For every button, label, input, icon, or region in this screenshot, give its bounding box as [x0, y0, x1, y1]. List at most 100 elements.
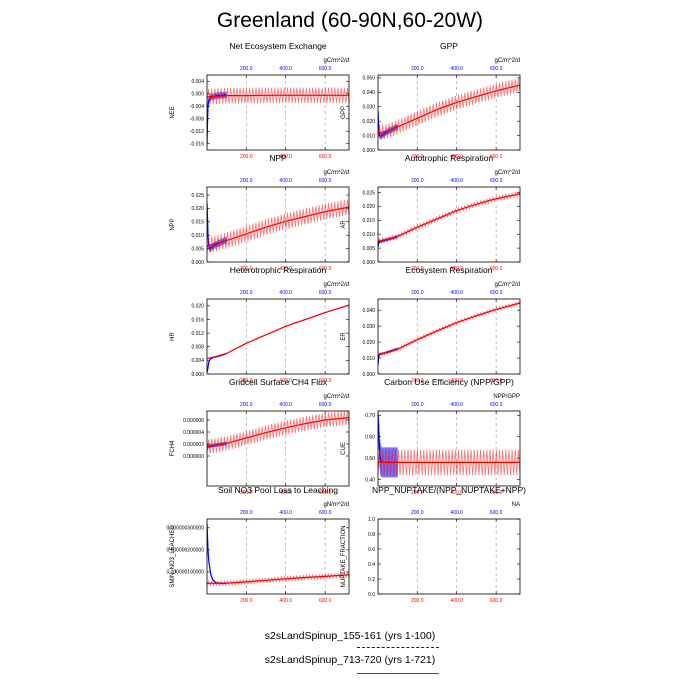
data-area	[378, 300, 520, 366]
y-tick-label: 0.004	[191, 358, 204, 364]
y-axis-label: NPP	[170, 218, 176, 230]
x-tick-label-top: 400.0	[279, 510, 292, 516]
x-tick-label-top: 400.0	[450, 510, 463, 516]
x-tick-label-bottom: 200.0	[240, 154, 253, 160]
chart-title: GPP	[440, 41, 458, 51]
plot-frame	[206, 186, 350, 263]
x-tick-label-bottom: 400.0	[450, 266, 463, 272]
legend-line-run1	[357, 647, 439, 648]
y-axis-label: AR	[341, 220, 347, 229]
legend-label-run2: s2sLandSpinup_713-720 (yrs 1-721)	[264, 654, 436, 666]
series-envelope	[378, 347, 398, 366]
y-tick-label: 0.015	[362, 218, 375, 224]
y-tick-label: 0.000000100000	[166, 570, 204, 576]
series-envelope	[378, 449, 520, 476]
series-envelope	[207, 87, 349, 105]
x-tick-label-top: 200.0	[411, 178, 424, 184]
y-tick-label: 0.0	[368, 592, 375, 598]
units-label: gC/m^2/d	[495, 170, 521, 176]
legend-line-run2	[357, 673, 439, 674]
y-tick-label: 0.000	[191, 260, 204, 266]
x-tick-label-bottom: 200.0	[411, 154, 424, 160]
chart-title: Ecosystem Respiration	[406, 265, 493, 275]
chart-title: Soil NO3 Pool Loss to Leaching	[218, 485, 338, 495]
x-tick-label-bottom: 600.0	[490, 598, 503, 604]
x-tick-label-bottom: 200.0	[411, 266, 424, 272]
series-envelope	[378, 300, 520, 357]
y-tick-label: 0.000004	[183, 430, 204, 436]
chart-title: NPP	[269, 153, 287, 163]
y-axis-label: GPP	[341, 106, 347, 119]
y-tick-label: 0.000000300000	[166, 526, 204, 532]
y-tick-label: 0.000002	[183, 442, 204, 448]
y-tick-label: 0.040	[362, 308, 375, 314]
x-tick-label-top: 200.0	[411, 510, 424, 516]
plot-grid: Net Ecosystem Exchange gC/m^2/d NEE 200.0 20…	[166, 41, 526, 604]
x-tick-label-bottom: 200.0	[411, 378, 424, 384]
x-tick-label-bottom: 400.0	[450, 490, 463, 496]
series-envelope	[207, 524, 227, 585]
x-tick-label-top: 400.0	[279, 66, 292, 72]
x-tick-label-bottom: 600.0	[319, 378, 332, 384]
y-tick-label: 0.020	[362, 119, 375, 125]
y-tick-label: 0.000	[191, 372, 204, 378]
x-tick-label-bottom: 600.0	[490, 154, 503, 160]
x-tick-label-top: 600.0	[490, 290, 503, 296]
units-label: gN/m^2/d	[324, 502, 350, 508]
chart-panel: NPP_NUPTAKE/(NPP_NUPTAKE+NPP) NA NUPTAKE_F…	[341, 485, 526, 604]
data-area	[207, 87, 349, 147]
x-tick-label-bottom: 200.0	[240, 490, 253, 496]
y-tick-label: 0.025	[191, 193, 204, 199]
chart-title: Carbon Use Efficiency (NPP/GPP)	[384, 377, 514, 387]
x-tick-label-bottom: 400.0	[450, 154, 463, 160]
x-tick-label-top: 600.0	[490, 402, 503, 408]
y-tick-label: -0.016	[190, 142, 204, 148]
units-label: NPP/GPP	[493, 394, 520, 400]
x-tick-label-top: 400.0	[450, 402, 463, 408]
plot-frame	[377, 298, 521, 375]
data-area	[207, 304, 349, 374]
plot-frame	[206, 298, 350, 375]
y-axis-label: CUE	[341, 442, 347, 455]
x-tick-label-top: 600.0	[319, 510, 332, 516]
series-line	[207, 206, 349, 247]
x-tick-label-bottom: 600.0	[319, 266, 332, 272]
y-tick-label: 0.010	[362, 232, 375, 238]
series-envelope	[378, 78, 520, 140]
series-envelope	[207, 571, 349, 587]
y-tick-label: 0.8	[368, 532, 375, 538]
chart-title: Net Ecosystem Exchange	[229, 41, 327, 51]
x-tick-label-top: 400.0	[450, 290, 463, 296]
x-tick-label-bottom: 400.0	[279, 154, 292, 160]
series-line	[207, 94, 349, 98]
x-tick-label-top: 200.0	[240, 66, 253, 72]
y-tick-label: -0.012	[190, 129, 204, 135]
x-tick-label-bottom: 400.0	[279, 266, 292, 272]
y-tick-label: 0.000000	[183, 454, 204, 460]
y-tick-label: 0.030	[362, 105, 375, 111]
data-area	[207, 199, 349, 255]
chart-panel: Heterotrophic Respiration gC/m^2/d HR 200.0…	[170, 265, 350, 384]
y-tick-label: 0.40	[365, 477, 375, 483]
x-tick-label-top: 400.0	[279, 402, 292, 408]
y-tick-label: 0.020	[191, 206, 204, 212]
y-tick-label: 0.4	[368, 562, 375, 568]
y-axis-label: NUPTAKE_FRACTION	[341, 526, 347, 588]
units-label: NA	[512, 502, 520, 508]
x-tick-label-top: 400.0	[450, 178, 463, 184]
units-label: gC/m^2/d	[495, 282, 521, 288]
x-tick-label-bottom: 600.0	[319, 490, 332, 496]
data-area	[378, 411, 520, 478]
chart-panel: Ecosystem Respiration gC/m^2/d ER 200.0 200.…	[341, 265, 521, 384]
y-tick-label: 0.70	[365, 413, 375, 419]
series-line	[378, 193, 520, 242]
chart-panel: Net Ecosystem Exchange gC/m^2/d NEE 200.0 20…	[170, 41, 350, 160]
x-tick-label-top: 200.0	[240, 178, 253, 184]
chart-panel: Soil NO3 Pool Loss to Leaching gN/m^2/d SM…	[166, 485, 350, 604]
plot-frame	[206, 74, 350, 151]
data-area	[207, 523, 349, 587]
x-tick-label-bottom: 400.0	[450, 378, 463, 384]
chart-title: Gridcell Surface CH4 Flux	[229, 377, 328, 387]
y-axis-label: ER	[341, 332, 347, 341]
units-label: gC/m^2/d	[324, 282, 350, 288]
